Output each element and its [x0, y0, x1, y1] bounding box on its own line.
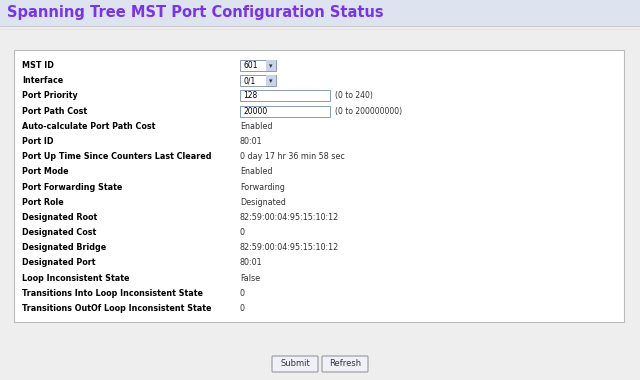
Text: 80:01: 80:01 [240, 137, 262, 146]
Text: Transitions OutOf Loop Inconsistent State: Transitions OutOf Loop Inconsistent Stat… [22, 304, 211, 313]
Text: ▾: ▾ [269, 78, 273, 84]
FancyBboxPatch shape [14, 50, 624, 322]
Text: 80:01: 80:01 [240, 258, 262, 268]
Text: 82:59:00:04:95:15:10:12: 82:59:00:04:95:15:10:12 [240, 243, 339, 252]
Text: Enabled: Enabled [240, 167, 273, 176]
Text: Port Up Time Since Counters Last Cleared: Port Up Time Since Counters Last Cleared [22, 152, 211, 161]
FancyBboxPatch shape [266, 60, 276, 71]
Text: Port Path Cost: Port Path Cost [22, 107, 87, 116]
Text: Port Priority: Port Priority [22, 92, 77, 100]
Text: Interface: Interface [22, 76, 63, 85]
FancyBboxPatch shape [266, 75, 276, 86]
Text: Port Role: Port Role [22, 198, 64, 207]
Text: Spanning Tree MST Port Configuration Status: Spanning Tree MST Port Configuration Sta… [7, 5, 383, 21]
FancyBboxPatch shape [240, 60, 276, 71]
Text: Forwarding: Forwarding [240, 182, 285, 192]
Text: Transitions Into Loop Inconsistent State: Transitions Into Loop Inconsistent State [22, 289, 203, 298]
FancyBboxPatch shape [240, 75, 276, 86]
Text: False: False [240, 274, 260, 283]
FancyBboxPatch shape [322, 356, 368, 372]
FancyBboxPatch shape [272, 356, 318, 372]
Text: 20000: 20000 [243, 107, 268, 116]
Text: 601: 601 [243, 61, 257, 70]
Text: 0/1: 0/1 [243, 76, 255, 85]
Text: Designated Cost: Designated Cost [22, 228, 96, 237]
Text: 128: 128 [243, 92, 257, 100]
Text: Designated Port: Designated Port [22, 258, 95, 268]
Text: Port Mode: Port Mode [22, 167, 68, 176]
Text: Port Forwarding State: Port Forwarding State [22, 182, 122, 192]
Text: 0: 0 [240, 304, 245, 313]
Text: 0: 0 [240, 228, 245, 237]
Text: 0: 0 [240, 289, 245, 298]
Text: Designated: Designated [240, 198, 286, 207]
Text: (0 to 200000000): (0 to 200000000) [335, 107, 402, 116]
Text: Enabled: Enabled [240, 122, 273, 131]
FancyBboxPatch shape [240, 90, 330, 101]
Text: 82:59:00:04:95:15:10:12: 82:59:00:04:95:15:10:12 [240, 213, 339, 222]
FancyBboxPatch shape [0, 0, 640, 26]
Text: MST ID: MST ID [22, 61, 54, 70]
Text: (0 to 240): (0 to 240) [335, 92, 373, 100]
Text: 0 day 17 hr 36 min 58 sec: 0 day 17 hr 36 min 58 sec [240, 152, 345, 161]
Text: Port ID: Port ID [22, 137, 54, 146]
FancyBboxPatch shape [240, 106, 330, 117]
Text: Designated Root: Designated Root [22, 213, 97, 222]
Text: Designated Bridge: Designated Bridge [22, 243, 106, 252]
Text: Auto-calculate Port Path Cost: Auto-calculate Port Path Cost [22, 122, 156, 131]
Text: Refresh: Refresh [329, 359, 361, 369]
Text: Loop Inconsistent State: Loop Inconsistent State [22, 274, 129, 283]
Text: ▾: ▾ [269, 63, 273, 68]
Text: Submit: Submit [280, 359, 310, 369]
